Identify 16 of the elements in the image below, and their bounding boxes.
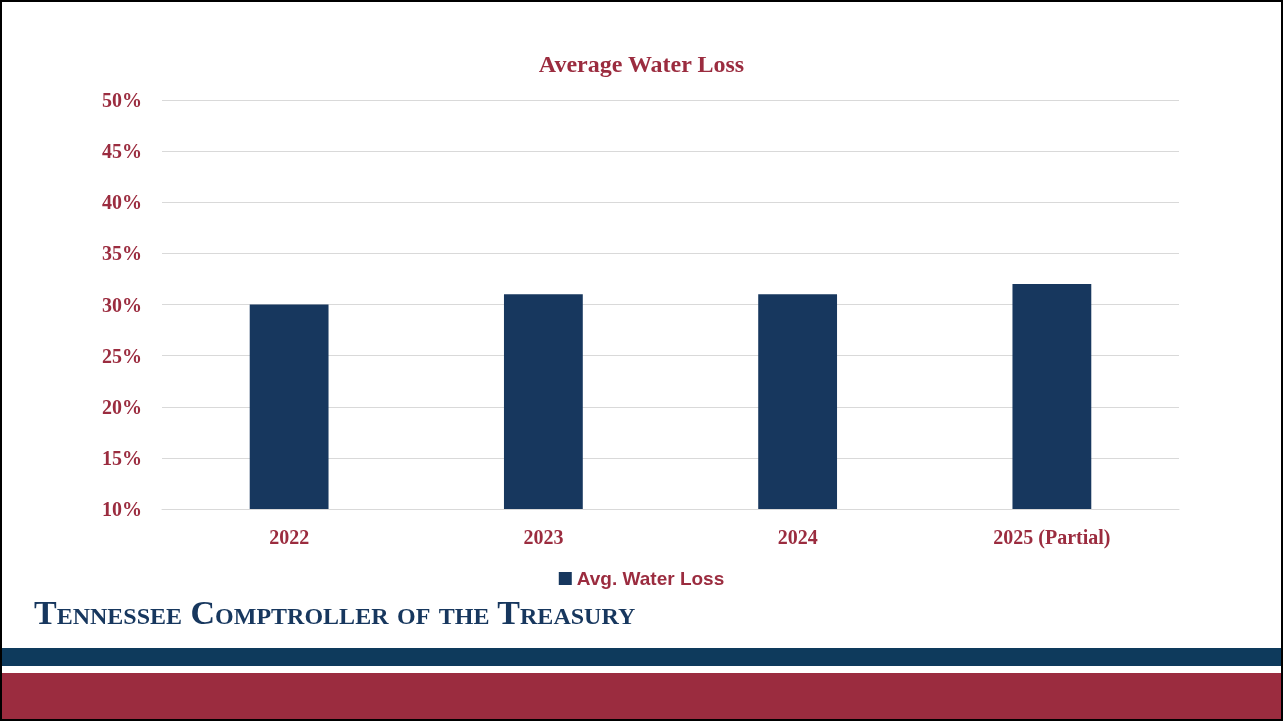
y-tick-label: 20%	[102, 395, 142, 418]
legend-label: Avg. Water Loss	[576, 568, 725, 589]
y-tick-label: 40%	[102, 191, 142, 214]
y-tick-label: 25%	[102, 344, 142, 367]
y-tick-label: 50%	[102, 89, 142, 111]
text: Tennessee Comptroller of the Treasury	[34, 594, 636, 632]
y-tick-label: 10%	[102, 498, 142, 520]
y-tick-label: 45%	[102, 140, 142, 163]
x-tick-label: 2024	[777, 526, 818, 548]
x-tick-label: 2023	[523, 526, 564, 548]
x-tick-label: 2025 (Partial)	[993, 526, 1111, 549]
chart-title: Average Water Loss	[538, 51, 745, 77]
y-tick-label: 30%	[102, 293, 142, 316]
y-tick-label: 35%	[102, 242, 142, 265]
x-tick-label: 2022	[269, 526, 310, 548]
y-tick-label: 15%	[102, 446, 142, 469]
